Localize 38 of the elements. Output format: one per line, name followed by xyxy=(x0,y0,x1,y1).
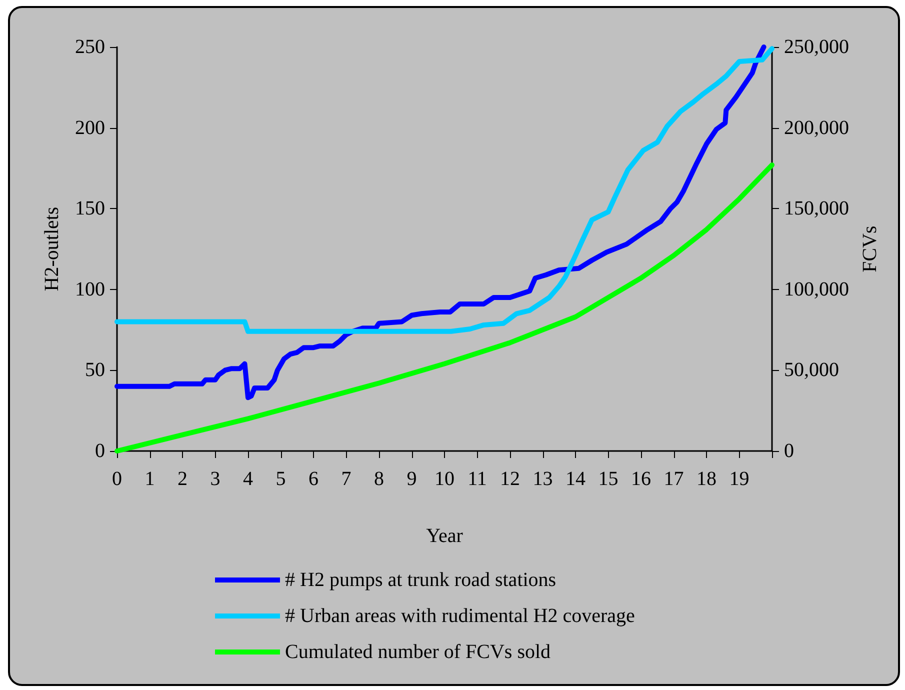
y-tick-label: 150 xyxy=(75,198,105,220)
x-tick-label: 4 xyxy=(243,468,253,490)
x-tick-label: 1 xyxy=(144,468,155,490)
y-axis-title: H2-outlets xyxy=(41,206,63,292)
y2-axis-title: FCVs xyxy=(858,225,881,272)
y-tick-label: 100 xyxy=(75,278,105,300)
x-axis-title: Year xyxy=(426,525,464,547)
y-tick-label: 0 xyxy=(95,440,105,462)
legend-label: # Urban areas with rudimental H2 coverage xyxy=(285,605,635,627)
x-tick-label: 10 xyxy=(434,468,454,490)
x-tick-label: 9 xyxy=(406,468,417,490)
legend-label: Cumulated number of FCVs sold xyxy=(285,641,551,663)
x-tick-label: 7 xyxy=(341,468,352,490)
x-tick-label: 19 xyxy=(729,468,750,490)
x-tick-label: 14 xyxy=(566,468,586,490)
x-tick-label: 15 xyxy=(598,468,618,490)
x-tick-label: 12 xyxy=(500,468,520,490)
x-tick-label: 6 xyxy=(308,468,318,490)
x-tick-label: 8 xyxy=(374,468,384,490)
x-tick-label: 16 xyxy=(631,468,651,490)
y2-tick-label: 100,000 xyxy=(784,278,849,300)
x-tick-label: 3 xyxy=(210,468,220,490)
legend-label: # H2 pumps at trunk road stations xyxy=(285,569,556,591)
x-tick-label: 0 xyxy=(112,468,122,490)
y-tick-label: 200 xyxy=(75,116,105,139)
y2-tick-label: 200,000 xyxy=(784,116,849,139)
y2-tick-label: 150,000 xyxy=(784,198,849,220)
x-tick-label: 17 xyxy=(664,468,684,490)
y2-tick-label: 250,000 xyxy=(784,36,849,58)
y-tick-label: 250 xyxy=(75,36,105,58)
x-tick-label: 11 xyxy=(468,468,487,490)
x-tick-label: 18 xyxy=(696,468,716,490)
x-tick-label: 5 xyxy=(276,468,286,490)
y2-tick-label: 50,000 xyxy=(784,359,839,382)
y-tick-label: 50 xyxy=(85,359,105,382)
x-tick-label: 13 xyxy=(532,468,553,490)
y2-tick-label: 0 xyxy=(784,440,794,462)
x-tick-label: 2 xyxy=(178,468,188,490)
